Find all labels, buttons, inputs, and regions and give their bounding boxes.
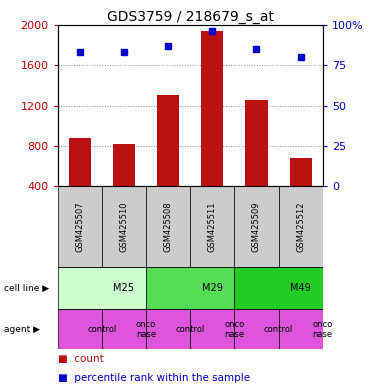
Bar	[279, 186, 323, 267]
Bar	[102, 309, 146, 349]
Bar	[279, 309, 323, 349]
Text: GSM425511: GSM425511	[208, 201, 217, 252]
Bar	[234, 186, 279, 267]
Bar	[245, 99, 267, 186]
Text: M29: M29	[202, 283, 223, 293]
Text: M25: M25	[113, 283, 134, 293]
Bar	[102, 186, 146, 267]
Bar	[58, 186, 102, 267]
Text: onco
nase: onco nase	[224, 320, 244, 339]
Text: GSM425510: GSM425510	[119, 201, 128, 252]
Text: GSM425512: GSM425512	[296, 201, 305, 252]
Text: control: control	[264, 325, 293, 334]
Text: M49: M49	[290, 283, 311, 293]
Bar	[58, 309, 102, 349]
Bar	[157, 94, 179, 186]
Text: GSM425507: GSM425507	[75, 201, 84, 252]
Text: control: control	[175, 325, 205, 334]
Bar	[113, 144, 135, 186]
Bar	[201, 31, 223, 186]
Bar	[234, 309, 279, 349]
Text: cell line ▶: cell line ▶	[4, 283, 49, 293]
Title: GDS3759 / 218679_s_at: GDS3759 / 218679_s_at	[106, 10, 274, 24]
Text: onco
nase: onco nase	[136, 320, 156, 339]
Text: ■  count: ■ count	[58, 354, 103, 364]
Text: agent ▶: agent ▶	[4, 325, 40, 334]
Text: GSM425508: GSM425508	[164, 201, 173, 252]
Bar	[146, 267, 234, 309]
Bar	[234, 267, 323, 309]
Bar	[146, 186, 190, 267]
Bar	[69, 138, 91, 186]
Bar	[190, 186, 234, 267]
Bar	[146, 309, 190, 349]
Text: ■  percentile rank within the sample: ■ percentile rank within the sample	[58, 373, 250, 383]
Bar	[290, 158, 312, 186]
Bar	[190, 309, 234, 349]
Text: onco
nase: onco nase	[313, 320, 333, 339]
Text: GSM425509: GSM425509	[252, 201, 261, 252]
Text: control: control	[87, 325, 116, 334]
Bar	[58, 267, 146, 309]
